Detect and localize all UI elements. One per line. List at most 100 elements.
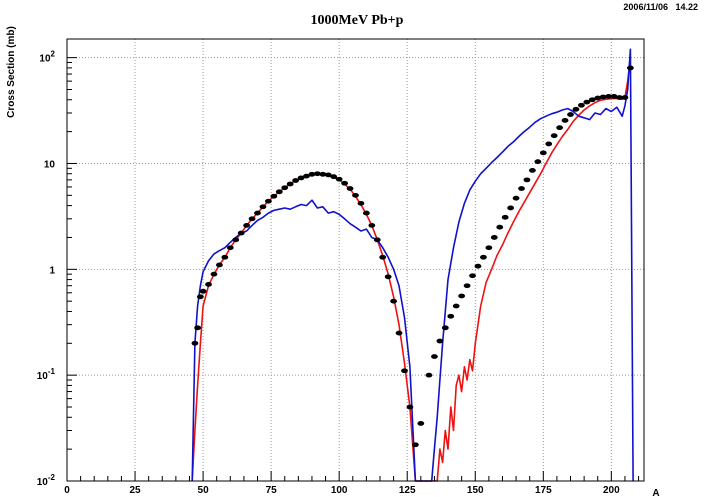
data-point — [281, 185, 289, 191]
data-point — [205, 282, 212, 287]
x-tick-label: 100 — [331, 485, 348, 496]
data-point — [384, 274, 392, 280]
data-point — [330, 174, 338, 180]
data-point — [626, 65, 634, 71]
y-tick-label: 10-1 — [37, 367, 56, 382]
plot-frame — [66, 38, 645, 482]
data-point — [259, 204, 267, 210]
data-point — [303, 173, 310, 179]
data-point — [458, 293, 466, 299]
data-point — [550, 133, 558, 139]
data-point — [341, 180, 349, 186]
data-point — [191, 340, 199, 346]
x-axis-label: A — [652, 488, 659, 497]
data-point — [324, 172, 332, 178]
timestamp: 2006/11/06 14.22 — [623, 2, 698, 12]
data-point — [352, 192, 359, 198]
data-point — [616, 95, 623, 100]
y-tick-label: 1 — [49, 265, 55, 276]
x-tick-label: 0 — [64, 485, 70, 496]
y-axis-label: Cross Section (mb) — [6, 26, 17, 118]
data-point — [447, 313, 455, 319]
data-point — [507, 205, 515, 211]
data-point — [270, 193, 278, 199]
grid — [67, 39, 644, 481]
data-point — [425, 372, 433, 378]
data-point — [572, 106, 580, 112]
data-point — [237, 230, 245, 236]
data-point — [221, 254, 229, 260]
data-markers — [191, 65, 634, 448]
data-point — [474, 263, 482, 269]
data-point — [286, 181, 294, 187]
data-point — [226, 245, 234, 251]
data-point — [436, 338, 444, 344]
data-point — [319, 171, 327, 177]
data-point — [401, 368, 408, 374]
data-point — [357, 200, 365, 206]
data-point — [265, 198, 272, 204]
data-point — [292, 178, 300, 183]
data-point — [545, 141, 553, 147]
x-tick-label: 25 — [129, 485, 141, 496]
x-tick-label: 75 — [266, 485, 278, 496]
data-point — [512, 195, 520, 201]
data-point — [411, 442, 419, 448]
data-point — [518, 186, 525, 191]
data-point — [588, 97, 596, 103]
data-point — [556, 125, 564, 131]
data-point — [254, 210, 261, 216]
data-point — [605, 94, 613, 99]
x-tick-label: 50 — [198, 485, 210, 496]
data-point — [594, 95, 602, 101]
data-point — [379, 254, 387, 260]
data-point — [463, 283, 471, 289]
data-point — [441, 325, 449, 331]
y-axis-ticks: 10-2 10-1 1 10 102 — [37, 50, 77, 488]
data-point — [561, 118, 569, 123]
data-point — [534, 159, 542, 165]
data-point — [485, 245, 493, 251]
data-point — [395, 330, 403, 336]
data-point — [496, 224, 504, 230]
data-point — [346, 186, 354, 191]
data-point — [368, 222, 376, 228]
data-point — [308, 171, 316, 177]
x-tick-label: 125 — [399, 485, 416, 496]
x-tick-label: 175 — [535, 485, 552, 496]
data-point — [243, 222, 251, 228]
data-point — [480, 254, 487, 260]
data-point — [362, 210, 370, 216]
data-point — [452, 303, 460, 309]
data-point — [232, 237, 240, 243]
y-tick-label: 10-2 — [37, 473, 56, 488]
data-point — [417, 421, 425, 426]
data-point — [490, 235, 498, 240]
data-point — [194, 325, 202, 331]
data-point — [210, 271, 218, 277]
chart-title: 1000MeV Pb+p — [311, 13, 404, 28]
data-point — [621, 95, 629, 100]
data-point — [313, 171, 321, 177]
y-tick-label: 10 — [44, 159, 56, 170]
data-point — [196, 294, 204, 300]
data-point — [248, 216, 256, 222]
x-tick-label: 200 — [603, 485, 620, 496]
x-axis-ticks: 0 25 50 75 100 125 150 175 200 — [64, 471, 640, 496]
data-point — [523, 177, 531, 183]
data-point — [529, 168, 536, 173]
data-point — [610, 94, 618, 99]
data-point — [335, 176, 343, 182]
data-point — [578, 102, 585, 108]
data-point — [373, 237, 381, 243]
data-point — [390, 298, 398, 304]
data-point — [567, 112, 574, 117]
data-point — [406, 404, 414, 410]
data-point — [216, 262, 223, 268]
data-point — [275, 189, 283, 195]
y-tick-label: 102 — [39, 50, 55, 65]
data-point — [431, 354, 438, 359]
blue-curve — [191, 48, 634, 482]
data-point — [297, 175, 305, 181]
